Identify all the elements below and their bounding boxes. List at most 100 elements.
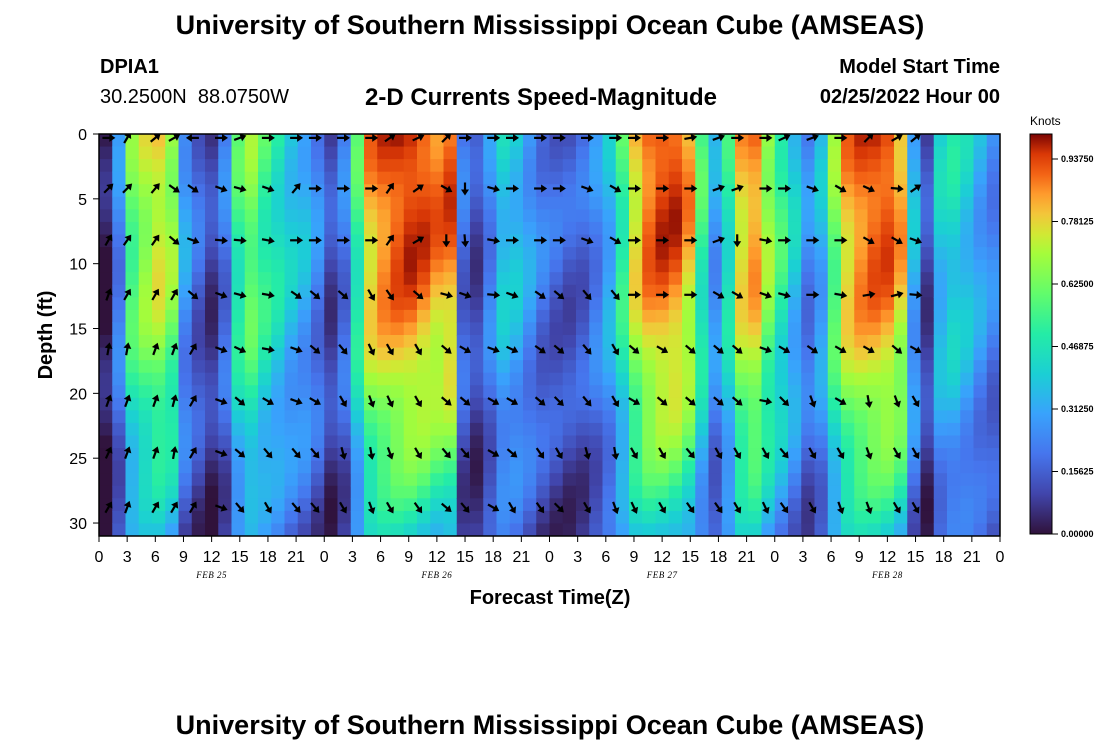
heat-cell [682, 146, 696, 160]
heat-cell [814, 473, 829, 487]
heat-cell [761, 335, 776, 349]
heat-cell [284, 184, 299, 198]
heat-cell [311, 322, 325, 336]
current-arrow [214, 291, 228, 299]
heat-cell [152, 146, 166, 160]
heat-cell [443, 410, 458, 424]
heat-cell [231, 510, 246, 525]
heat-cell [629, 335, 643, 349]
heat-cell [721, 284, 736, 298]
x-tick-label: 18 [710, 549, 728, 566]
heat-cell [562, 498, 577, 512]
heat-cell [682, 209, 696, 223]
heat-cell [562, 221, 577, 236]
heat-cell [470, 284, 484, 298]
heat-cell [695, 360, 710, 374]
heat-cell [271, 435, 286, 449]
heat-cell [417, 221, 431, 236]
heat-cell [509, 485, 524, 499]
heat-cell [774, 171, 789, 185]
heat-cell [337, 347, 352, 361]
heat-cell [470, 360, 484, 374]
heat-cell [880, 523, 895, 536]
heat-cell [629, 510, 643, 525]
heat-cell [629, 473, 643, 487]
heat-cell [695, 171, 710, 185]
current-arrow [186, 236, 200, 245]
heat-cell [642, 247, 657, 261]
current-arrow [806, 290, 820, 299]
heat-cell [735, 322, 749, 336]
heat-cell [470, 221, 484, 236]
current-arrow [733, 234, 742, 248]
heat-cell [947, 184, 961, 198]
heat-cell [496, 410, 511, 424]
current-arrow [684, 236, 698, 245]
heat-cell [205, 523, 219, 536]
heat-cell [907, 309, 922, 324]
heat-cell [589, 410, 604, 424]
heat-cell [562, 347, 577, 361]
heat-cell [960, 171, 975, 185]
heat-cell [138, 460, 153, 474]
heat-cell [443, 510, 458, 525]
heat-cell [788, 284, 802, 298]
heat-cell [920, 473, 935, 487]
heat-cell [536, 335, 551, 349]
heat-cell [112, 259, 127, 273]
x-tick-label: 18 [259, 549, 277, 566]
heat-cell [748, 297, 763, 311]
heat-cell [629, 159, 643, 173]
heat-cell [218, 209, 233, 223]
heat-cell [721, 259, 736, 273]
heat-cell [695, 448, 710, 462]
chart-title-top: University of Southern Mississippi Ocean… [175, 10, 925, 40]
heat-cell [470, 309, 484, 324]
current-arrow [150, 234, 160, 246]
heat-cell [403, 460, 418, 474]
heat-cell [244, 422, 259, 437]
heat-cell [138, 435, 153, 449]
heat-cell [350, 272, 365, 286]
heat-cell [629, 523, 643, 536]
heat-cell [509, 460, 524, 474]
heat-cell [655, 209, 670, 223]
heat-cell [867, 510, 882, 525]
heat-cell [297, 473, 312, 487]
heat-cell [735, 134, 749, 148]
heat-cell [774, 360, 789, 374]
heat-cell [191, 247, 206, 261]
heat-cell [377, 448, 392, 462]
heat-cell [390, 247, 405, 261]
heat-cell [960, 460, 975, 474]
heat-cell [350, 498, 365, 512]
heat-cell [602, 247, 617, 261]
current-arrow [188, 343, 197, 356]
heat-cell [668, 234, 683, 248]
current-arrow [534, 344, 546, 354]
heat-cell [324, 209, 339, 223]
heat-cell [748, 335, 763, 349]
heat-cell [430, 221, 445, 236]
heat-cell [496, 221, 511, 236]
current-arrow [214, 185, 228, 193]
heat-cell [986, 247, 1000, 261]
heat-cell [668, 510, 683, 525]
heat-cell [960, 146, 975, 160]
heat-cell [205, 335, 219, 349]
heat-cell [443, 460, 458, 474]
heat-cell [562, 448, 577, 462]
heat-cell [470, 347, 484, 361]
heat-cell [827, 259, 842, 273]
heat-cell [827, 209, 842, 223]
heat-cell [801, 410, 816, 424]
heat-cell [337, 385, 352, 399]
heat-cell [470, 322, 484, 336]
current-arrow [611, 395, 620, 408]
heat-cell [854, 146, 869, 160]
heat-cell [947, 435, 961, 449]
heat-cell [827, 473, 842, 487]
heat-cell [867, 159, 882, 173]
heat-cell [284, 360, 299, 374]
heat-cell [562, 435, 577, 449]
